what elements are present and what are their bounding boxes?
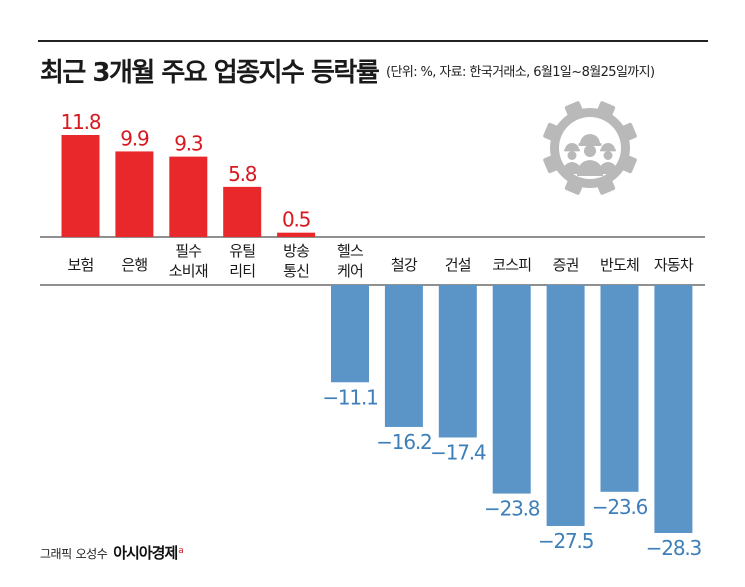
category-label: 리티	[229, 262, 255, 280]
gear-workers-icon	[543, 101, 637, 195]
bar	[169, 156, 208, 237]
data-label: 0.5	[282, 208, 310, 232]
category-label: 통신	[283, 262, 309, 280]
data-label: −16.2	[376, 430, 431, 454]
chart-subtitle: (단위: %, 자료: 한국거래소, 6월1일~8월25일까지)	[386, 65, 655, 80]
data-label: 5.8	[228, 162, 257, 186]
credit-line: 그래픽 오성수 아시아경제a	[40, 542, 184, 563]
category-label: 소비재	[169, 262, 208, 280]
category-label: 은행	[121, 256, 147, 274]
bar	[223, 186, 262, 237]
data-label: 11.8	[61, 110, 101, 134]
chart-title: 최근 3개월 주요 업종지수 등락률	[40, 58, 380, 88]
data-label: −27.5	[538, 529, 593, 553]
category-label: 증권	[553, 256, 579, 274]
top-rule	[38, 40, 708, 42]
category-label: 방송	[283, 242, 309, 260]
bar	[438, 285, 477, 438]
category-label: 반도체	[600, 256, 639, 274]
category-label: 철강	[391, 256, 418, 274]
bar	[384, 285, 423, 427]
data-label: −23.8	[484, 497, 540, 521]
data-label: −23.6	[592, 495, 648, 519]
bar	[277, 232, 316, 237]
data-label: −17.4	[430, 440, 486, 464]
credit-label: 그래픽	[40, 547, 72, 561]
category-label: 유틸	[229, 242, 255, 260]
credit-author: 오성수	[75, 547, 108, 561]
brand-mark: a	[178, 546, 184, 556]
category-label: 보험	[67, 256, 93, 274]
bar	[546, 285, 585, 526]
bar	[61, 135, 100, 237]
category-label: 헬스	[337, 242, 364, 260]
data-label: −28.3	[646, 536, 702, 560]
data-label: 9.3	[174, 132, 203, 156]
bar	[331, 285, 369, 383]
category-label: 코스피	[492, 256, 531, 274]
bar	[654, 285, 693, 533]
bar	[492, 285, 531, 494]
category-label: 필수	[175, 242, 201, 260]
data-label: −11.1	[322, 385, 377, 409]
data-label: 9.9	[120, 126, 149, 150]
category-label: 케어	[337, 262, 363, 280]
bar	[115, 151, 154, 237]
bar	[600, 285, 639, 492]
category-label: 건설	[445, 256, 471, 274]
brand-logo-text: 아시아경제	[113, 544, 178, 562]
category-label: 자동차	[654, 256, 694, 274]
